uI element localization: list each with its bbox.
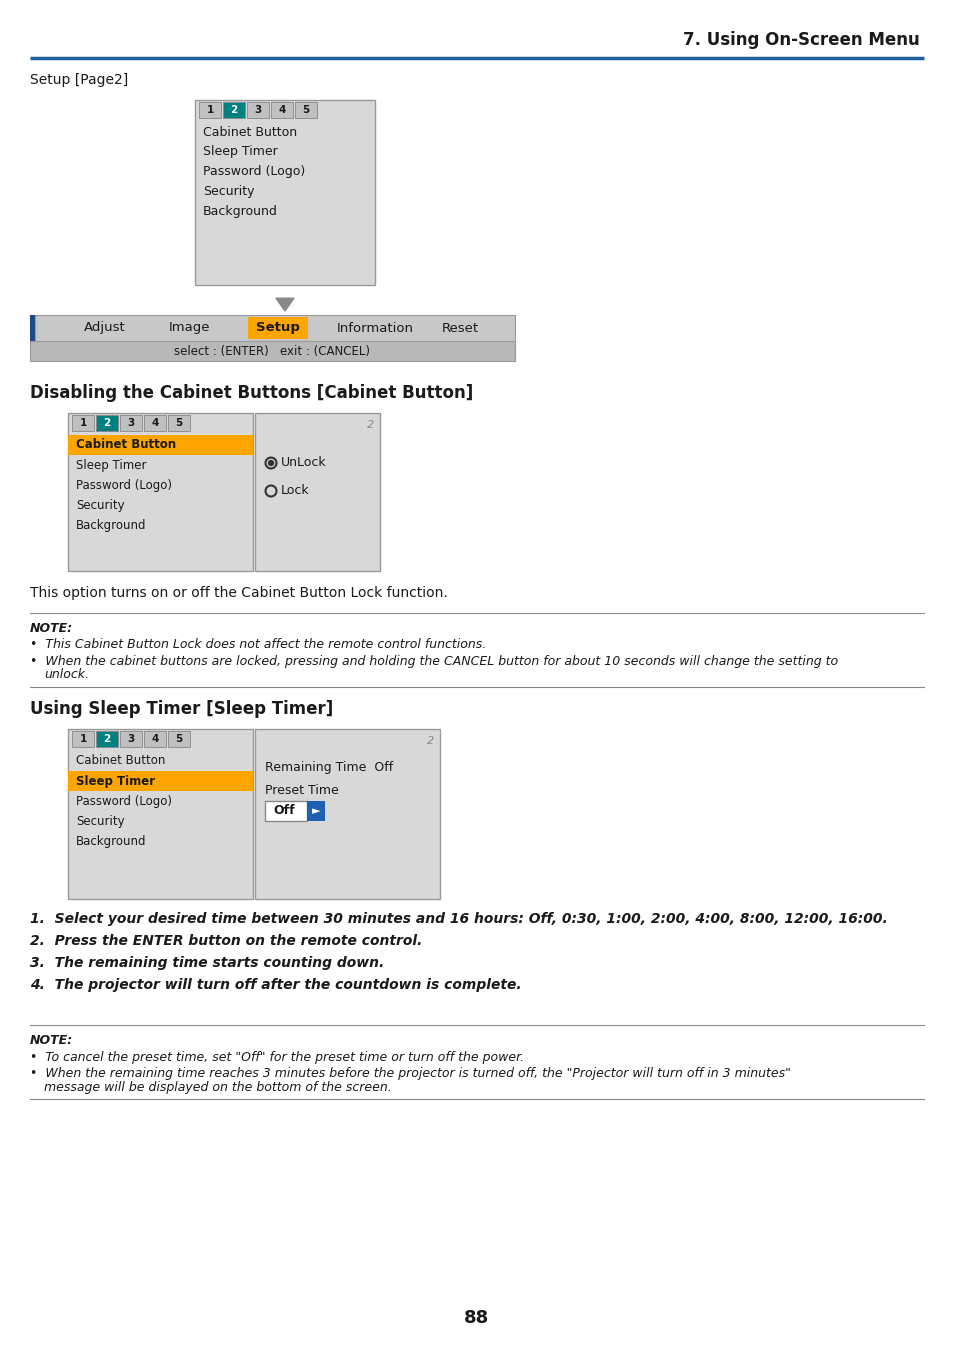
Text: 2: 2 — [230, 105, 237, 115]
FancyBboxPatch shape — [254, 729, 439, 899]
Text: Cabinet Button: Cabinet Button — [203, 125, 296, 139]
Text: Disabling the Cabinet Buttons [Cabinet Button]: Disabling the Cabinet Buttons [Cabinet B… — [30, 384, 473, 402]
Text: 3: 3 — [128, 735, 134, 744]
Text: Using Sleep Timer [Sleep Timer]: Using Sleep Timer [Sleep Timer] — [30, 700, 333, 718]
Text: •  To cancel the preset time, set "Off" for the preset time or turn off the powe: • To cancel the preset time, set "Off" f… — [30, 1050, 523, 1064]
Text: select : (ENTER)   exit : (CANCEL): select : (ENTER) exit : (CANCEL) — [174, 345, 370, 357]
Text: Lock: Lock — [281, 484, 310, 497]
Text: Sleep Timer: Sleep Timer — [76, 775, 155, 787]
Text: 5: 5 — [302, 105, 310, 115]
FancyBboxPatch shape — [71, 731, 94, 747]
Text: •  This Cabinet Button Lock does not affect the remote control functions.: • This Cabinet Button Lock does not affe… — [30, 639, 486, 651]
Text: Reset: Reset — [441, 322, 478, 334]
Text: 1: 1 — [206, 105, 213, 115]
Text: Security: Security — [76, 814, 125, 828]
Text: Security: Security — [203, 186, 254, 198]
Text: Preset Time: Preset Time — [265, 785, 338, 798]
Text: Security: Security — [76, 499, 125, 511]
FancyBboxPatch shape — [30, 315, 35, 341]
Text: Cabinet Button: Cabinet Button — [76, 438, 176, 452]
FancyBboxPatch shape — [265, 801, 307, 821]
Text: Information: Information — [336, 322, 413, 334]
FancyBboxPatch shape — [68, 412, 253, 572]
FancyBboxPatch shape — [248, 317, 308, 338]
Text: 5: 5 — [175, 735, 182, 744]
Text: Sleep Timer: Sleep Timer — [76, 458, 147, 472]
Circle shape — [268, 461, 274, 465]
FancyBboxPatch shape — [96, 731, 118, 747]
Text: NOTE:: NOTE: — [30, 623, 73, 635]
Text: Background: Background — [76, 834, 147, 848]
Text: 4.  The projector will turn off after the countdown is complete.: 4. The projector will turn off after the… — [30, 979, 521, 992]
Text: •  When the cabinet buttons are locked, pressing and holding the CANCEL button f: • When the cabinet buttons are locked, p… — [30, 655, 838, 667]
Text: Background: Background — [76, 519, 147, 531]
Text: 88: 88 — [464, 1309, 489, 1326]
Text: 1.  Select your desired time between 30 minutes and 16 hours: Off, 0:30, 1:00, 2: 1. Select your desired time between 30 m… — [30, 913, 887, 926]
FancyBboxPatch shape — [144, 415, 166, 431]
Text: 3: 3 — [254, 105, 261, 115]
Text: message will be displayed on the bottom of the screen.: message will be displayed on the bottom … — [44, 1081, 392, 1093]
FancyBboxPatch shape — [223, 102, 245, 119]
Text: Setup: Setup — [255, 322, 299, 334]
FancyBboxPatch shape — [271, 102, 293, 119]
FancyBboxPatch shape — [144, 731, 166, 747]
Text: unlock.: unlock. — [44, 669, 89, 682]
Text: UnLock: UnLock — [281, 457, 326, 469]
Text: Image: Image — [169, 322, 211, 334]
FancyBboxPatch shape — [294, 102, 316, 119]
FancyBboxPatch shape — [68, 435, 253, 456]
Text: 7. Using On-Screen Menu: 7. Using On-Screen Menu — [682, 31, 919, 49]
Text: 4: 4 — [152, 735, 158, 744]
Text: 4: 4 — [152, 418, 158, 429]
Text: Setup [Page2]: Setup [Page2] — [30, 73, 128, 88]
Text: 4: 4 — [278, 105, 285, 115]
Text: 1: 1 — [79, 735, 87, 744]
Text: Password (Logo): Password (Logo) — [76, 479, 172, 492]
Text: This option turns on or off the Cabinet Button Lock function.: This option turns on or off the Cabinet … — [30, 586, 447, 600]
FancyBboxPatch shape — [96, 415, 118, 431]
Text: Password (Logo): Password (Logo) — [203, 166, 305, 178]
FancyBboxPatch shape — [71, 415, 94, 431]
Text: Background: Background — [203, 205, 277, 218]
Text: 1: 1 — [79, 418, 87, 429]
Text: 2.  Press the ENTER button on the remote control.: 2. Press the ENTER button on the remote … — [30, 934, 422, 948]
FancyBboxPatch shape — [254, 412, 379, 572]
Text: NOTE:: NOTE: — [30, 1034, 73, 1047]
FancyBboxPatch shape — [68, 771, 253, 791]
Text: 2: 2 — [367, 421, 374, 430]
FancyBboxPatch shape — [247, 102, 269, 119]
Text: Remaining Time  Off: Remaining Time Off — [265, 760, 393, 774]
Text: 2: 2 — [103, 735, 111, 744]
FancyBboxPatch shape — [307, 801, 325, 821]
FancyBboxPatch shape — [194, 100, 375, 284]
Text: Adjust: Adjust — [84, 322, 126, 334]
Text: 2: 2 — [103, 418, 111, 429]
Text: Sleep Timer: Sleep Timer — [203, 146, 277, 159]
FancyBboxPatch shape — [30, 341, 515, 361]
Text: •  When the remaining time reaches 3 minutes before the projector is turned off,: • When the remaining time reaches 3 minu… — [30, 1066, 790, 1080]
FancyBboxPatch shape — [199, 102, 221, 119]
Text: ►: ► — [312, 806, 320, 816]
FancyBboxPatch shape — [168, 415, 190, 431]
FancyBboxPatch shape — [168, 731, 190, 747]
FancyBboxPatch shape — [120, 731, 142, 747]
FancyBboxPatch shape — [68, 729, 253, 899]
Text: Cabinet Button: Cabinet Button — [76, 755, 165, 767]
FancyBboxPatch shape — [35, 315, 515, 341]
Text: 3.  The remaining time starts counting down.: 3. The remaining time starts counting do… — [30, 956, 384, 971]
Text: 3: 3 — [128, 418, 134, 429]
Text: 2: 2 — [426, 736, 434, 745]
Text: Password (Logo): Password (Logo) — [76, 794, 172, 807]
Polygon shape — [275, 298, 294, 311]
Text: Off: Off — [273, 805, 294, 817]
FancyBboxPatch shape — [120, 415, 142, 431]
Text: 5: 5 — [175, 418, 182, 429]
